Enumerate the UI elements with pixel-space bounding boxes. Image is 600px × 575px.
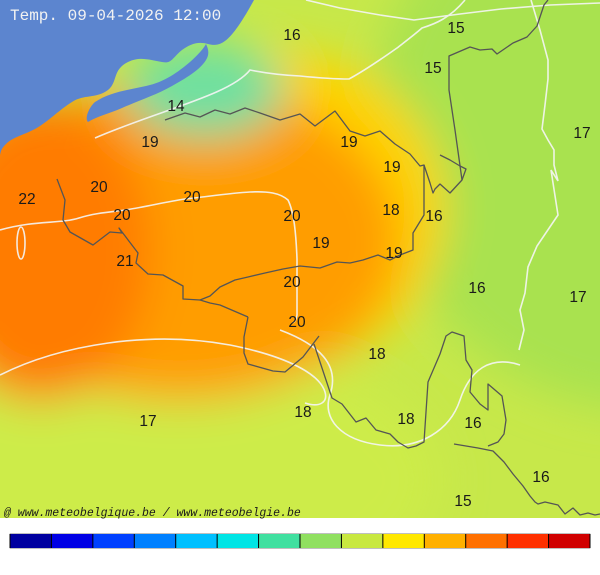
svg-text:19: 19 (385, 245, 402, 262)
svg-text:16: 16 (464, 415, 481, 432)
svg-text:15: 15 (424, 60, 441, 77)
svg-text:21: 21 (116, 253, 133, 270)
svg-text:17: 17 (573, 125, 590, 142)
svg-text:20: 20 (288, 314, 306, 331)
svg-text:19: 19 (383, 159, 400, 176)
svg-text:17: 17 (569, 289, 586, 306)
svg-text:@ www.meteobelgique.be / www.m: @ www.meteobelgique.be / www.meteobelgie… (4, 507, 301, 520)
svg-text:19: 19 (141, 134, 158, 151)
svg-text:18: 18 (397, 411, 414, 428)
svg-text:18: 18 (294, 404, 311, 421)
svg-text:19: 19 (312, 235, 329, 252)
svg-text:15: 15 (447, 20, 464, 37)
svg-text:17: 17 (139, 413, 156, 430)
svg-text:16: 16 (425, 208, 442, 225)
svg-text:22: 22 (18, 191, 35, 208)
svg-text:Temp. 09-04-2026 12:00: Temp. 09-04-2026 12:00 (10, 7, 221, 25)
svg-text:18: 18 (368, 346, 385, 363)
svg-text:14: 14 (167, 98, 185, 115)
svg-text:20: 20 (90, 179, 108, 196)
svg-text:16: 16 (283, 27, 300, 44)
svg-text:16: 16 (468, 280, 485, 297)
svg-text:15: 15 (454, 493, 471, 510)
svg-text:18: 18 (382, 202, 399, 219)
svg-text:20: 20 (113, 207, 131, 224)
svg-text:20: 20 (283, 274, 301, 291)
svg-text:20: 20 (183, 189, 201, 206)
svg-text:19: 19 (340, 134, 357, 151)
svg-text:20: 20 (283, 208, 301, 225)
svg-text:16: 16 (532, 469, 549, 486)
